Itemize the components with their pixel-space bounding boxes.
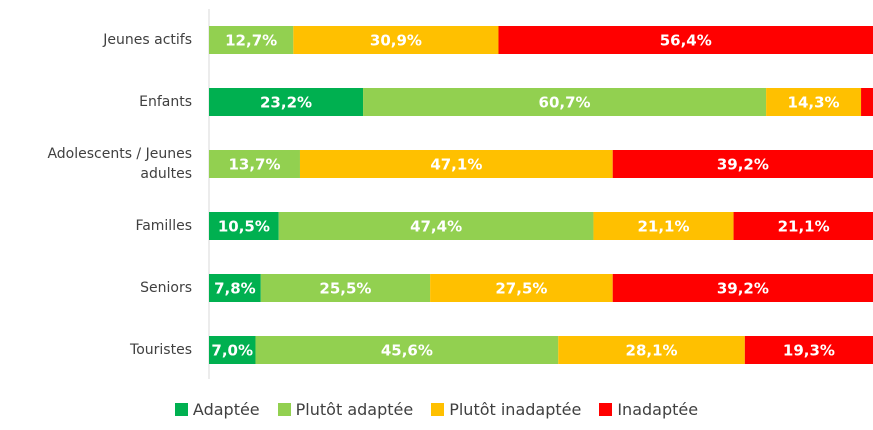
bar-segment bbox=[861, 88, 873, 116]
category-label: Jeunes actifs bbox=[103, 32, 192, 48]
value-label: 19,3% bbox=[783, 342, 835, 360]
bar-segment bbox=[744, 336, 873, 364]
value-label: 21,1% bbox=[778, 218, 830, 236]
legend: Adaptée Plutôt adaptée Plutôt inadaptée Ina… bbox=[0, 400, 873, 419]
bar-segment bbox=[612, 274, 873, 302]
value-label: 10,5% bbox=[218, 218, 270, 236]
value-label: 30,9% bbox=[370, 32, 422, 50]
bar-segment bbox=[209, 88, 364, 116]
category-label: Touristes bbox=[130, 342, 192, 358]
legend-label: Adaptée bbox=[192, 400, 260, 419]
legend-swatch bbox=[599, 403, 613, 416]
value-label: 27,5% bbox=[495, 280, 547, 298]
legend-label: Plutôt adaptée bbox=[295, 400, 414, 419]
value-label: 23,2% bbox=[260, 94, 312, 112]
bar-segment bbox=[293, 26, 499, 54]
bar-segment bbox=[733, 212, 873, 240]
value-label: 47,1% bbox=[430, 156, 482, 174]
value-label: 39,2% bbox=[717, 280, 769, 298]
bar-segment bbox=[430, 274, 613, 302]
value-label: 7,8% bbox=[214, 280, 256, 298]
value-label: 28,1% bbox=[626, 342, 678, 360]
bar-segment bbox=[766, 88, 862, 116]
legend-item: Adaptée bbox=[174, 400, 260, 419]
value-label: 47,4% bbox=[410, 218, 462, 236]
value-label: 7,0% bbox=[211, 342, 253, 360]
bar-segment bbox=[278, 212, 594, 240]
value-label: 60,7% bbox=[539, 94, 591, 112]
bar-segment bbox=[363, 88, 767, 116]
bar-segment bbox=[209, 150, 300, 178]
legend-item: Plutôt inadaptée bbox=[431, 400, 581, 419]
value-label: 39,2% bbox=[717, 156, 769, 174]
bar-segment bbox=[255, 336, 559, 364]
bar-segment bbox=[299, 150, 613, 178]
value-label: 25,5% bbox=[319, 280, 371, 298]
bar-segment bbox=[612, 150, 873, 178]
bar-segment bbox=[209, 336, 256, 364]
bar-segment bbox=[498, 26, 873, 54]
category-label: Seniors bbox=[140, 280, 192, 296]
category-label: Adolescents / Jeunes adultes bbox=[47, 146, 192, 182]
legend-item: Inadaptée bbox=[599, 400, 698, 419]
value-label: 45,6% bbox=[381, 342, 433, 360]
bar-segment bbox=[593, 212, 734, 240]
category-label: Familles bbox=[135, 218, 192, 234]
legend-label: Inadaptée bbox=[617, 400, 699, 419]
legend-swatch bbox=[174, 403, 188, 416]
legend-swatch bbox=[277, 403, 291, 416]
bar-segment bbox=[260, 274, 431, 302]
value-label: 56,4% bbox=[660, 32, 712, 50]
value-label: 13,7% bbox=[228, 156, 280, 174]
legend-label: Plutôt inadaptée bbox=[449, 400, 582, 419]
bar-segment bbox=[558, 336, 745, 364]
value-label: 14,3% bbox=[788, 94, 840, 112]
value-label: 12,7% bbox=[225, 32, 277, 50]
bar-segment bbox=[209, 212, 279, 240]
value-label: 21,1% bbox=[637, 218, 689, 236]
legend-swatch bbox=[431, 403, 445, 416]
bar-segment bbox=[209, 26, 294, 54]
category-label: Enfants bbox=[139, 94, 192, 110]
legend-item: Plutôt adaptée bbox=[277, 400, 414, 419]
bar-segment bbox=[209, 274, 261, 302]
